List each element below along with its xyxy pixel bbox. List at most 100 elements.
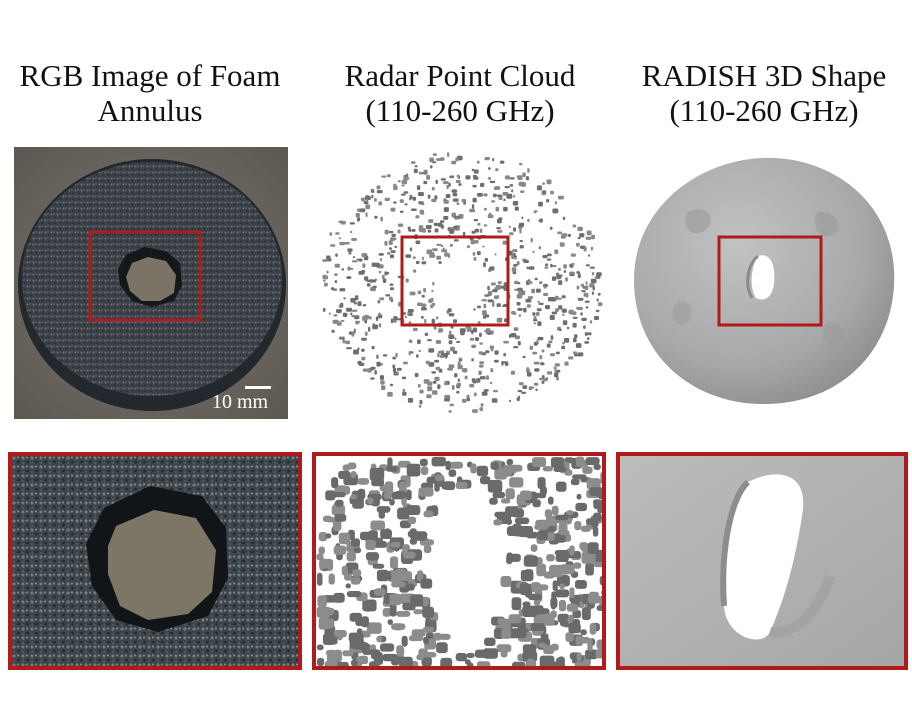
point-cloud-dot bbox=[489, 180, 496, 184]
point-cloud-dot bbox=[378, 201, 383, 206]
point-cloud-dot bbox=[503, 206, 508, 212]
point-cloud-dot bbox=[591, 272, 595, 276]
point-cloud-zoom-dot bbox=[413, 609, 423, 615]
point-cloud-dot bbox=[380, 216, 383, 222]
point-cloud-dot bbox=[385, 294, 391, 297]
title-rgb-image: RGB Image of Foam Annulus bbox=[0, 58, 300, 128]
point-cloud-dot bbox=[377, 300, 381, 304]
point-cloud-dot bbox=[452, 192, 458, 197]
point-cloud-dot bbox=[357, 208, 361, 212]
point-cloud-dot bbox=[482, 310, 487, 316]
point-cloud-dot bbox=[417, 339, 421, 345]
point-cloud-dot bbox=[392, 237, 397, 240]
point-cloud-zoom-dot bbox=[566, 510, 574, 516]
point-cloud-dot bbox=[531, 288, 536, 294]
point-cloud-dot bbox=[473, 176, 479, 180]
point-cloud-dot bbox=[479, 364, 484, 368]
point-cloud-dot bbox=[347, 266, 351, 271]
point-cloud-dot bbox=[473, 257, 477, 261]
point-cloud-dot bbox=[431, 289, 434, 293]
point-cloud-dot bbox=[525, 176, 529, 181]
point-cloud-dot bbox=[405, 254, 412, 258]
point-cloud-zoom-dot bbox=[418, 648, 428, 658]
point-cloud-zoom-dot bbox=[570, 478, 580, 486]
point-cloud-dot bbox=[473, 219, 479, 222]
point-cloud-dot bbox=[384, 240, 388, 246]
radar-zoom-panel bbox=[312, 452, 606, 670]
point-cloud-dot bbox=[353, 302, 357, 305]
point-cloud-dot bbox=[445, 194, 451, 199]
point-cloud-zoom-dot bbox=[374, 588, 386, 596]
title-radar-point-cloud: Radar Point Cloud (110-260 GHz) bbox=[310, 58, 610, 128]
point-cloud-dot bbox=[456, 391, 460, 394]
point-cloud-zoom-dot bbox=[516, 630, 527, 639]
point-cloud-zoom-dot bbox=[544, 509, 553, 518]
point-cloud-zoom-dot bbox=[407, 530, 418, 538]
point-cloud-dot bbox=[469, 383, 475, 388]
point-cloud-dot bbox=[577, 226, 583, 232]
point-cloud-dot bbox=[439, 328, 443, 333]
point-cloud-zoom-dot bbox=[396, 611, 411, 617]
point-cloud-zoom-dot bbox=[592, 526, 599, 537]
point-cloud-zoom-dot bbox=[380, 643, 395, 652]
point-cloud-dot bbox=[375, 262, 380, 268]
point-cloud-dot bbox=[441, 352, 444, 356]
point-cloud-dot bbox=[390, 318, 394, 324]
point-cloud-dot bbox=[528, 386, 533, 391]
point-cloud-dot bbox=[516, 294, 523, 299]
point-cloud-zoom-dot bbox=[328, 573, 335, 585]
point-cloud-zoom-dot bbox=[350, 494, 358, 500]
point-cloud-dot bbox=[438, 261, 442, 264]
point-cloud-dot bbox=[561, 295, 566, 299]
point-cloud-dot bbox=[577, 297, 584, 301]
point-cloud-dot bbox=[372, 285, 377, 288]
point-cloud-zoom-dot bbox=[575, 502, 587, 512]
point-cloud-dot bbox=[568, 356, 574, 360]
point-cloud-dot bbox=[559, 242, 565, 247]
point-cloud-dot bbox=[352, 256, 356, 259]
point-cloud-dot bbox=[444, 252, 449, 257]
point-cloud-dot bbox=[456, 174, 460, 178]
point-cloud-dot bbox=[518, 314, 521, 317]
point-cloud-zoom-dot bbox=[505, 488, 515, 500]
point-cloud-zoom-dot bbox=[449, 461, 463, 469]
point-cloud-dot bbox=[532, 312, 536, 316]
point-cloud-dot bbox=[362, 263, 366, 268]
point-cloud-zoom-dot bbox=[387, 619, 393, 625]
title-rgb-line1: RGB Image of Foam bbox=[19, 58, 281, 93]
point-cloud-dot bbox=[413, 269, 417, 273]
point-cloud-dot bbox=[410, 161, 416, 164]
point-cloud-dot bbox=[567, 233, 571, 237]
point-cloud-dot bbox=[496, 227, 502, 230]
point-cloud-dot bbox=[344, 242, 350, 245]
point-cloud-dot bbox=[492, 300, 495, 304]
point-cloud-zoom-dot bbox=[466, 652, 475, 658]
point-cloud-dot bbox=[533, 322, 536, 325]
point-cloud-dot bbox=[447, 308, 452, 313]
point-cloud-dot bbox=[466, 245, 471, 249]
point-cloud-dot bbox=[412, 256, 416, 259]
point-cloud-zoom-dot bbox=[487, 480, 503, 493]
point-cloud-dot bbox=[512, 249, 518, 253]
point-cloud-dot bbox=[351, 309, 358, 312]
point-cloud-dot bbox=[484, 157, 490, 161]
point-cloud-dot bbox=[408, 351, 411, 356]
point-cloud-dot bbox=[492, 302, 495, 307]
point-cloud-dot bbox=[521, 216, 524, 220]
point-cloud-zoom-dot bbox=[338, 532, 351, 545]
point-cloud-dot bbox=[539, 378, 542, 381]
point-cloud-dot bbox=[551, 276, 557, 281]
point-cloud-dot bbox=[564, 361, 569, 366]
point-cloud-dot bbox=[436, 243, 442, 246]
point-cloud-dot bbox=[577, 306, 583, 311]
point-cloud-zoom-dot bbox=[502, 618, 511, 630]
point-cloud-dot bbox=[495, 206, 500, 212]
point-cloud-dot bbox=[513, 264, 518, 267]
point-cloud-dot bbox=[514, 206, 519, 211]
point-cloud-dot bbox=[346, 347, 352, 350]
point-cloud-dot bbox=[454, 217, 459, 220]
point-cloud-dot bbox=[586, 337, 590, 340]
point-cloud-dot bbox=[518, 395, 521, 399]
point-cloud-dot bbox=[522, 385, 528, 389]
point-cloud-zoom-dot bbox=[317, 595, 327, 608]
